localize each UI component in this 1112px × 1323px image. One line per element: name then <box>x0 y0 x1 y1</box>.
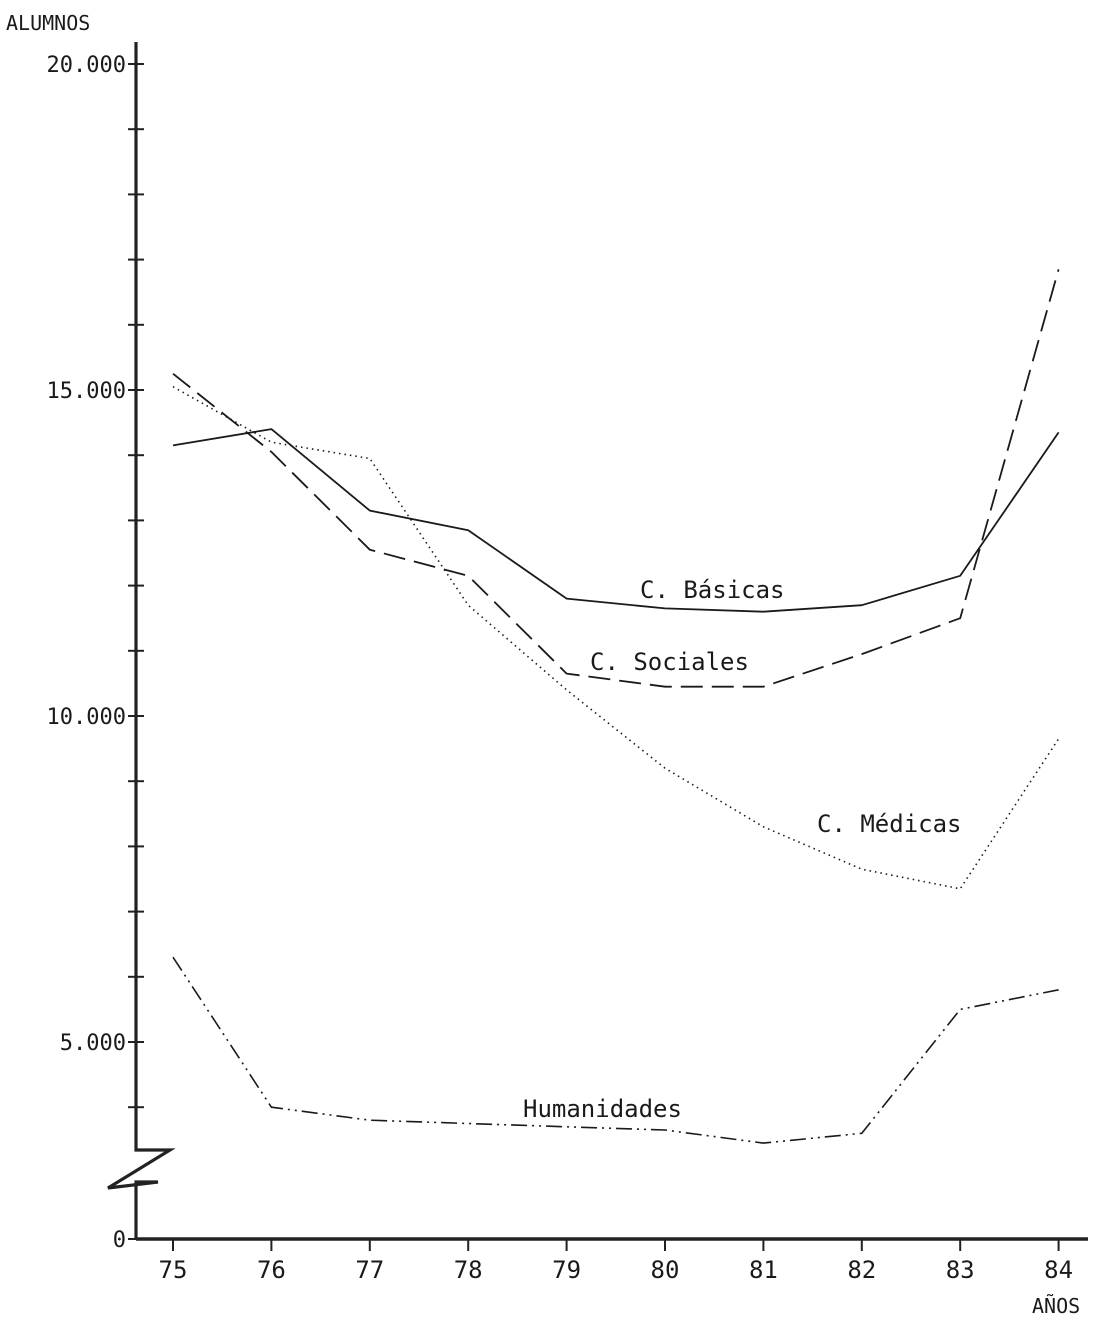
x-tick-label: 78 <box>454 1256 483 1284</box>
x-tick-label: 84 <box>1044 1256 1073 1284</box>
y-tick-label: 5.000 <box>60 1031 126 1056</box>
series-line-c-básicas <box>172 428 1060 613</box>
series-label: C. Médicas <box>817 810 962 838</box>
series-line-c-sociales <box>172 269 1060 688</box>
x-axis-title: AÑOS <box>1032 1294 1080 1318</box>
y-axis-line <box>107 42 176 1239</box>
series-label: C. Básicas <box>640 576 785 604</box>
x-tick-label: 77 <box>355 1256 384 1284</box>
x-axis-ticks: 75 76 77 78 79 80 81 82 83 84 <box>159 1238 1073 1284</box>
x-tick-label: 81 <box>749 1256 778 1284</box>
x-tick-label: 79 <box>552 1256 581 1284</box>
series-label: C. Sociales <box>590 648 749 676</box>
x-tick-label: 75 <box>159 1256 188 1284</box>
y-tick-label: 20.000 <box>47 53 126 78</box>
chart-axes <box>107 42 1088 1241</box>
x-tick-label: 80 <box>651 1256 680 1284</box>
y-tick-label: 15.000 <box>47 379 126 404</box>
x-tick-label: 82 <box>847 1256 876 1284</box>
series-lines <box>172 269 1060 1144</box>
series-labels: C. Básicas C. Sociales C. Médicas Humanidad… <box>523 576 962 1123</box>
y-axis-title: ALUMNOS <box>6 11 90 35</box>
x-tick-label: 76 <box>257 1256 286 1284</box>
y-tick-label: 10.000 <box>47 705 126 730</box>
x-tick-label: 83 <box>946 1256 975 1284</box>
series-line-humanidades <box>172 956 1059 1144</box>
y-tick-label: 0 <box>113 1228 126 1253</box>
y-axis-ticks: 0 5.000 10.000 15.000 20.000 <box>47 53 144 1253</box>
series-label: Humanidades <box>523 1095 682 1123</box>
